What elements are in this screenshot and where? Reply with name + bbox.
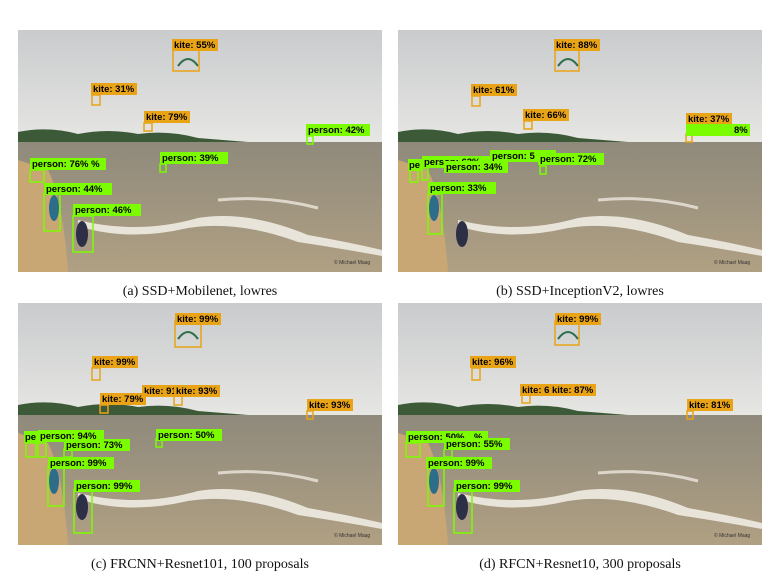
det-kite-2: kite: 61% — [471, 84, 517, 107]
surf-foam — [78, 216, 382, 256]
det-kite-1: kite: 88% — [554, 39, 600, 72]
svg-text:person: 39%: person: 39% — [162, 153, 219, 164]
caption-d: (d) RFCN+Resnet10, 300 proposals — [479, 557, 681, 572]
svg-text:kite: 99%: kite: 99% — [94, 357, 136, 368]
det-kite-4: kite: 93% — [173, 385, 220, 406]
svg-text:person: 99%: person: 99% — [76, 481, 133, 492]
det-person-5: person: 34% — [444, 161, 508, 173]
caption-c: (c) FRCNN+Resnet101, 100 proposals — [91, 557, 309, 572]
det-person-2: person: 76% % — [29, 158, 106, 183]
svg-text:kite: 87%: kite: 87% — [552, 385, 594, 396]
svg-text:person: 46%: person: 46% — [75, 205, 132, 216]
det-kite-1: kite: 99% — [174, 313, 221, 348]
det-kite-2: kite: 96% — [470, 356, 516, 381]
svg-text:kite: 93%: kite: 93% — [309, 400, 351, 411]
svg-text:%: % — [474, 432, 483, 443]
det-person-3: person: 73% — [63, 439, 130, 458]
svg-text:8%: 8% — [734, 125, 748, 136]
det-person-2: pe — [408, 159, 422, 183]
det-person-4: person: 50% — [155, 429, 222, 448]
det-person-1: 8% — [686, 124, 750, 136]
svg-text:© Michael Maag: © Michael Maag — [334, 259, 370, 266]
det-kite-1: kite: 99% — [554, 313, 601, 346]
svg-text:© Michael Maag: © Michael Maag — [714, 259, 750, 266]
det-kite-2: kite: 31% — [91, 83, 137, 106]
svg-text:kite: 55%: kite: 55% — [174, 40, 216, 51]
svg-text:person: 5: person: 5 — [492, 151, 535, 162]
svg-text:kite: 99%: kite: 99% — [557, 314, 599, 325]
svg-text:kite: 96%: kite: 96% — [472, 357, 514, 368]
svg-text:person: 72%: person: 72% — [540, 154, 597, 165]
det-kite-5: kite: 81% — [686, 399, 733, 420]
svg-text:kite: 81%: kite: 81% — [689, 400, 731, 411]
svg-text:person: 76% %: person: 76% % — [32, 159, 100, 170]
det-person-4: person: 44% — [43, 183, 112, 232]
svg-text:person: 55%: person: 55% — [446, 439, 503, 450]
beach — [18, 160, 68, 272]
svg-text:person: 99%: person: 99% — [456, 481, 513, 492]
svg-text:person: 50%: person: 50% — [408, 432, 465, 443]
svg-text:person: 94%: person: 94% — [40, 431, 97, 442]
svg-text:person: 99%: person: 99% — [50, 458, 107, 469]
det-kite-2: kite: 99% — [91, 356, 138, 381]
kite-figure — [177, 58, 199, 67]
svg-text:kite: 88%: kite: 88% — [556, 40, 598, 51]
caption-b: (b) SSD+InceptionV2, lowres — [496, 284, 664, 299]
detection-image-c: © Michael Maag kite: 99% kite: 99% kite:… — [18, 303, 382, 545]
svg-text:kite: 6: kite: 6 — [522, 385, 549, 396]
det-person-3: person: 39% — [159, 152, 228, 173]
detection-image-b: © Michael Maag kite: 88% kite: 61% kite:… — [398, 30, 762, 272]
det-person-7: person: 33% — [427, 182, 496, 235]
det-person-5: person: 99% — [47, 457, 114, 507]
det-kite-6: kite: 93% — [306, 399, 353, 420]
svg-text:kite: 66%: kite: 66% — [525, 110, 567, 121]
svg-text:© Michael Maag: © Michael Maag — [714, 532, 750, 539]
svg-text:person: 99%: person: 99% — [428, 458, 485, 469]
det-person-6: person: 72% — [538, 153, 604, 175]
svg-text:pe: pe — [25, 432, 36, 443]
det-person-5: person: 99% — [453, 480, 520, 534]
det-kite-4: kite: 87% — [550, 384, 596, 396]
det-person-1: pe — [24, 431, 40, 458]
det-person-1: person: 42% — [306, 124, 370, 145]
det-kite-3: kite: 6 — [520, 384, 552, 404]
svg-text:kite: 61%: kite: 61% — [473, 85, 515, 96]
svg-text:kite: 31%: kite: 31% — [93, 84, 135, 95]
svg-text:kite: 99%: kite: 99% — [177, 314, 219, 325]
det-person-4: person: 99% — [426, 457, 492, 507]
detection-image-a: © Michael Maag kite: 55% kite: 31% kite:… — [18, 30, 382, 272]
svg-text:© Michael Maag: © Michael Maag — [334, 532, 370, 539]
person-figure — [49, 195, 59, 221]
det-kite-4: kite: 37% — [685, 113, 732, 143]
det-kite-5: kite: 79% — [99, 393, 146, 414]
svg-text:person: 44%: person: 44% — [46, 184, 103, 195]
det-kite-3: kite: 79% — [143, 111, 190, 132]
svg-text:kite: 79%: kite: 79% — [102, 394, 144, 405]
svg-text:person: 33%: person: 33% — [430, 183, 487, 194]
caption-a: (a) SSD+Mobilenet, lowres — [122, 284, 278, 299]
det-person-5: person: 46% — [72, 204, 141, 253]
svg-text:kite: 79%: kite: 79% — [146, 112, 188, 123]
svg-text:kite: 37%: kite: 37% — [688, 114, 730, 125]
svg-text:person: 73%: person: 73% — [66, 440, 123, 451]
svg-text:person: 42%: person: 42% — [308, 125, 365, 136]
det-person-6: person: 99% — [73, 480, 140, 534]
svg-text:kite: 93%: kite: 93% — [176, 386, 218, 397]
det-person-3: person: 55% — [443, 438, 510, 458]
svg-text:person: 50%: person: 50% — [158, 430, 215, 441]
svg-text:pe: pe — [409, 160, 420, 171]
det-kite-1: kite: 55% — [172, 39, 218, 72]
det-kite-3: kite: 66% — [523, 109, 569, 130]
svg-text:person: 34%: person: 34% — [446, 162, 503, 173]
detection-image-d: © Michael Maag kite: 99% kite: 96% kite:… — [398, 303, 762, 545]
treeline — [18, 129, 248, 142]
svg-text:kite: 91%: kite: 91% — [144, 386, 186, 397]
